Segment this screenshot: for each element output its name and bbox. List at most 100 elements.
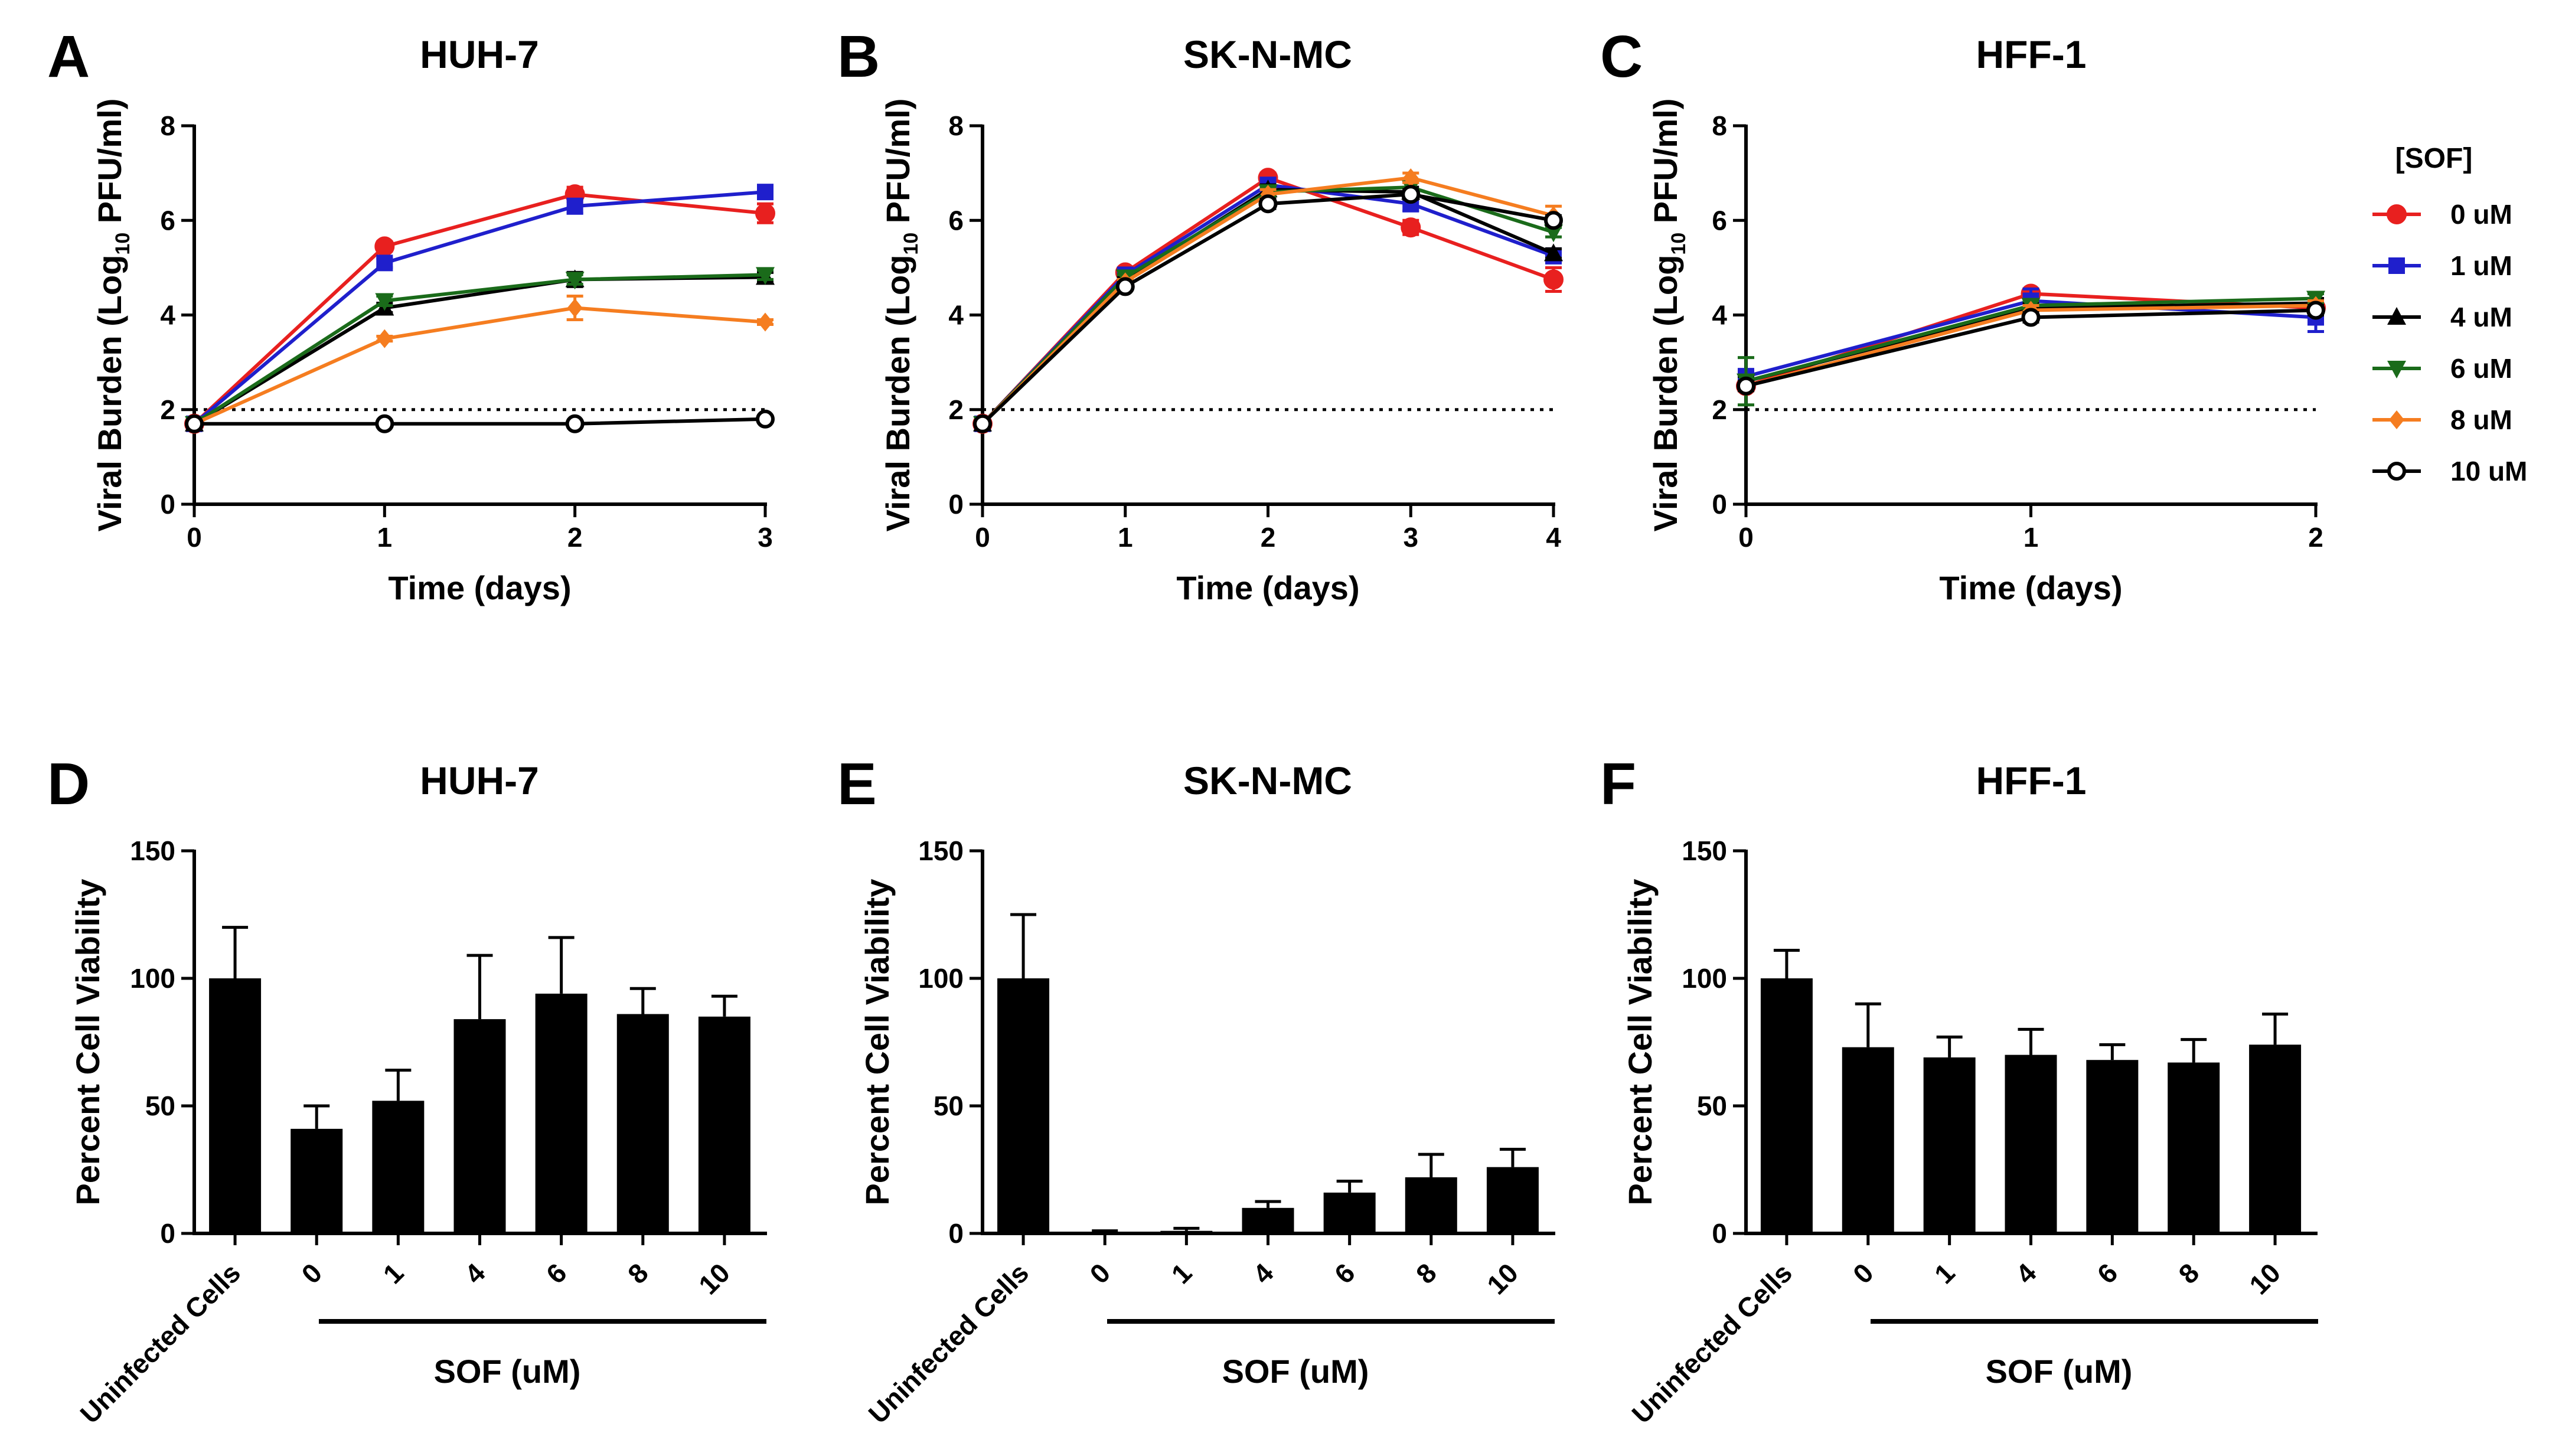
data-point bbox=[756, 409, 775, 429]
series-4-uM bbox=[973, 179, 1563, 432]
x-tick-label: 10 bbox=[2243, 1257, 2286, 1300]
x-tick-label: 0 bbox=[1847, 1257, 1879, 1289]
bar-10 bbox=[1486, 1167, 1539, 1233]
panel-title: SK-N-MC bbox=[1183, 32, 1352, 76]
y-axis-label: Viral Burden (Log10 PFU/ml) bbox=[879, 99, 922, 532]
x-tick-label: 4 bbox=[2010, 1257, 2042, 1289]
x-tick-label: Uninfected Cells bbox=[1626, 1257, 1798, 1429]
series-line bbox=[193, 306, 766, 426]
y-tick-label: 4 bbox=[160, 300, 175, 331]
legend-entry: 6 uM bbox=[2372, 353, 2512, 384]
legend-entry: 0 uM bbox=[2372, 199, 2512, 230]
x-tick-label: 8 bbox=[2172, 1257, 2205, 1289]
series-line bbox=[981, 185, 1554, 425]
legend-marker bbox=[2389, 410, 2404, 429]
bar-10 bbox=[2249, 1044, 2302, 1233]
legend-marker bbox=[2387, 307, 2406, 325]
bar-0 bbox=[1842, 1047, 1894, 1233]
y-tick-label: 4 bbox=[1712, 300, 1727, 331]
x-tick-label: 2 bbox=[2308, 522, 2323, 553]
y-tick-label: 50 bbox=[934, 1091, 964, 1121]
x-tick-label: 0 bbox=[187, 522, 202, 553]
y-tick-label: 0 bbox=[948, 489, 964, 520]
data-point bbox=[1544, 211, 1563, 230]
x-tick-label: Uninfected Cells bbox=[863, 1257, 1035, 1429]
legend-label: 4 uM bbox=[2450, 302, 2512, 332]
y-tick-label: 50 bbox=[145, 1091, 175, 1121]
x-tick-label: 1 bbox=[1928, 1257, 1961, 1289]
series-10-uM bbox=[185, 409, 775, 433]
legend-label: 10 uM bbox=[2450, 456, 2527, 487]
panel-letter: F bbox=[1600, 751, 1636, 817]
y-tick-label: 8 bbox=[1712, 110, 1727, 141]
y-axis-label: Viral Burden (Log10 PFU/ml) bbox=[1647, 99, 1690, 532]
x-tick-label: 8 bbox=[622, 1257, 654, 1289]
x-axis-label: Time (days) bbox=[388, 569, 571, 606]
bar-1 bbox=[372, 1101, 425, 1233]
data-point bbox=[1737, 376, 1755, 396]
bar-uninfected-cells bbox=[997, 978, 1050, 1233]
bar-4 bbox=[1242, 1207, 1294, 1233]
y-tick-label: 6 bbox=[948, 205, 964, 236]
x-tick-label: 0 bbox=[1083, 1257, 1116, 1289]
series-1-uM bbox=[974, 177, 1562, 432]
series-10-uM bbox=[973, 185, 1563, 433]
x-tick-label: 0 bbox=[1738, 522, 1754, 553]
series-0-uM bbox=[184, 184, 775, 434]
data-point bbox=[1543, 269, 1564, 290]
bar-4 bbox=[453, 1019, 506, 1233]
data-point bbox=[755, 203, 775, 224]
data-point bbox=[375, 414, 394, 433]
y-tick-label: 0 bbox=[1712, 1218, 1727, 1249]
x-axis-label: SOF (uM) bbox=[1986, 1353, 2133, 1390]
legend-marker bbox=[2387, 361, 2406, 378]
legend-label: 6 uM bbox=[2450, 353, 2512, 384]
legend-entry: 1 uM bbox=[2372, 250, 2512, 281]
panel-title: SK-N-MC bbox=[1183, 759, 1352, 802]
y-axis-label: Percent Cell Viability bbox=[1621, 879, 1659, 1206]
bar-0 bbox=[1079, 1232, 1131, 1233]
data-point bbox=[375, 293, 394, 311]
y-tick-label: 2 bbox=[1712, 394, 1727, 425]
x-tick-label: 6 bbox=[2091, 1257, 2124, 1289]
y-tick-label: 0 bbox=[948, 1218, 964, 1249]
data-point bbox=[565, 414, 585, 433]
x-axis-label: SOF (uM) bbox=[434, 1353, 581, 1390]
series-line bbox=[981, 183, 1555, 425]
x-tick-label: 4 bbox=[1546, 522, 1561, 553]
x-tick-label: 3 bbox=[1403, 522, 1418, 553]
data-point bbox=[1258, 194, 1278, 214]
data-point bbox=[756, 267, 775, 285]
bar-1 bbox=[1923, 1057, 1976, 1233]
legend: [SOF] 0 uM 1 uM 4 uM 6 uM 8 uM 10 uM bbox=[2372, 143, 2527, 487]
x-axis-label: SOF (uM) bbox=[1222, 1353, 1369, 1390]
x-tick-label: 10 bbox=[1481, 1257, 1524, 1300]
x-tick-label: 0 bbox=[975, 522, 990, 553]
y-tick-label: 0 bbox=[160, 1218, 175, 1249]
panel-title: HFF-1 bbox=[1976, 759, 2087, 802]
legend-marker bbox=[2387, 462, 2406, 481]
x-axis-label: Time (days) bbox=[1939, 569, 2122, 606]
x-tick-label: 3 bbox=[758, 522, 773, 553]
panel-title: HFF-1 bbox=[1976, 32, 2087, 76]
y-axis-label: Percent Cell Viability bbox=[859, 879, 896, 1206]
y-tick-label: 100 bbox=[130, 963, 175, 994]
data-point bbox=[374, 236, 395, 257]
x-tick-label: 4 bbox=[459, 1257, 491, 1289]
y-tick-label: 2 bbox=[160, 394, 175, 425]
data-point bbox=[377, 329, 393, 348]
legend-marker bbox=[2388, 257, 2405, 274]
series-line bbox=[194, 417, 766, 426]
bar-6 bbox=[2086, 1060, 2139, 1233]
bar-4 bbox=[2005, 1055, 2057, 1233]
x-tick-label: 4 bbox=[1247, 1257, 1280, 1289]
bar-6 bbox=[1323, 1192, 1376, 1233]
panel-title: HUH-7 bbox=[420, 759, 539, 802]
bar-6 bbox=[535, 993, 588, 1233]
data-point bbox=[758, 312, 773, 332]
data-point bbox=[2306, 301, 2325, 320]
panel-A: A HUH-7 Viral Burden (Log10 PFU/ml) 0 2 4 6 8 0 1… bbox=[47, 24, 775, 606]
data-point bbox=[2021, 308, 2041, 327]
